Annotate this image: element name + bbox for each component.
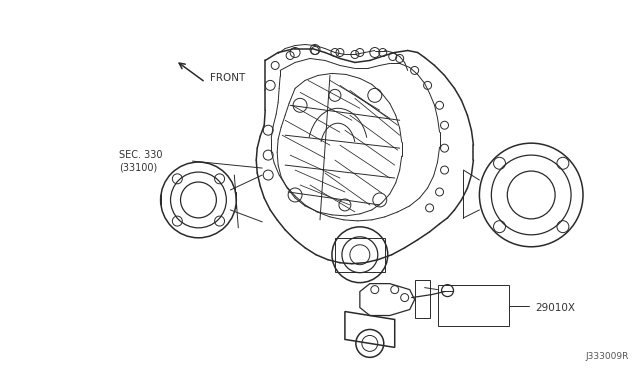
Bar bbox=[438, 285, 509, 327]
Text: J333009R: J333009R bbox=[586, 352, 629, 361]
Text: FRONT: FRONT bbox=[211, 73, 246, 83]
Text: SEC. 330: SEC. 330 bbox=[119, 150, 163, 160]
Text: (33100): (33100) bbox=[119, 162, 157, 172]
Text: 29010X: 29010X bbox=[535, 302, 575, 312]
